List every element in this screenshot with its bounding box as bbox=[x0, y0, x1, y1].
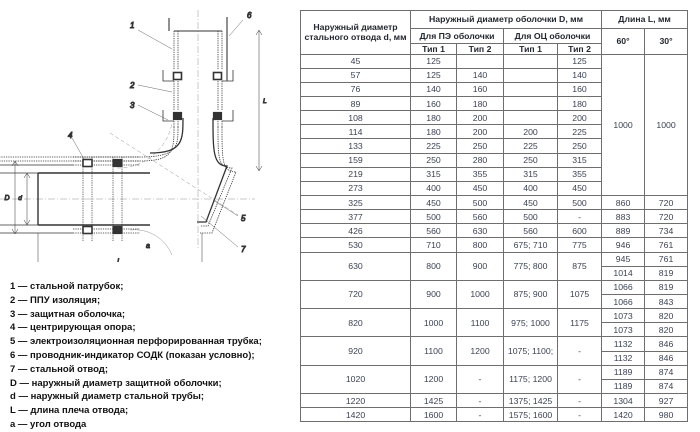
svg-text:6: 6 bbox=[247, 11, 252, 20]
svg-text:5: 5 bbox=[241, 214, 246, 223]
svg-text:D: D bbox=[4, 195, 9, 202]
svg-text:3: 3 bbox=[130, 101, 135, 110]
svg-text:7: 7 bbox=[241, 245, 246, 254]
svg-text:L: L bbox=[117, 258, 121, 262]
svg-text:L: L bbox=[263, 98, 267, 105]
svg-text:1: 1 bbox=[130, 21, 134, 30]
svg-text:2: 2 bbox=[129, 81, 135, 90]
svg-text:4: 4 bbox=[68, 131, 73, 140]
svg-text:d: d bbox=[18, 195, 22, 202]
svg-text:a: a bbox=[146, 243, 150, 250]
